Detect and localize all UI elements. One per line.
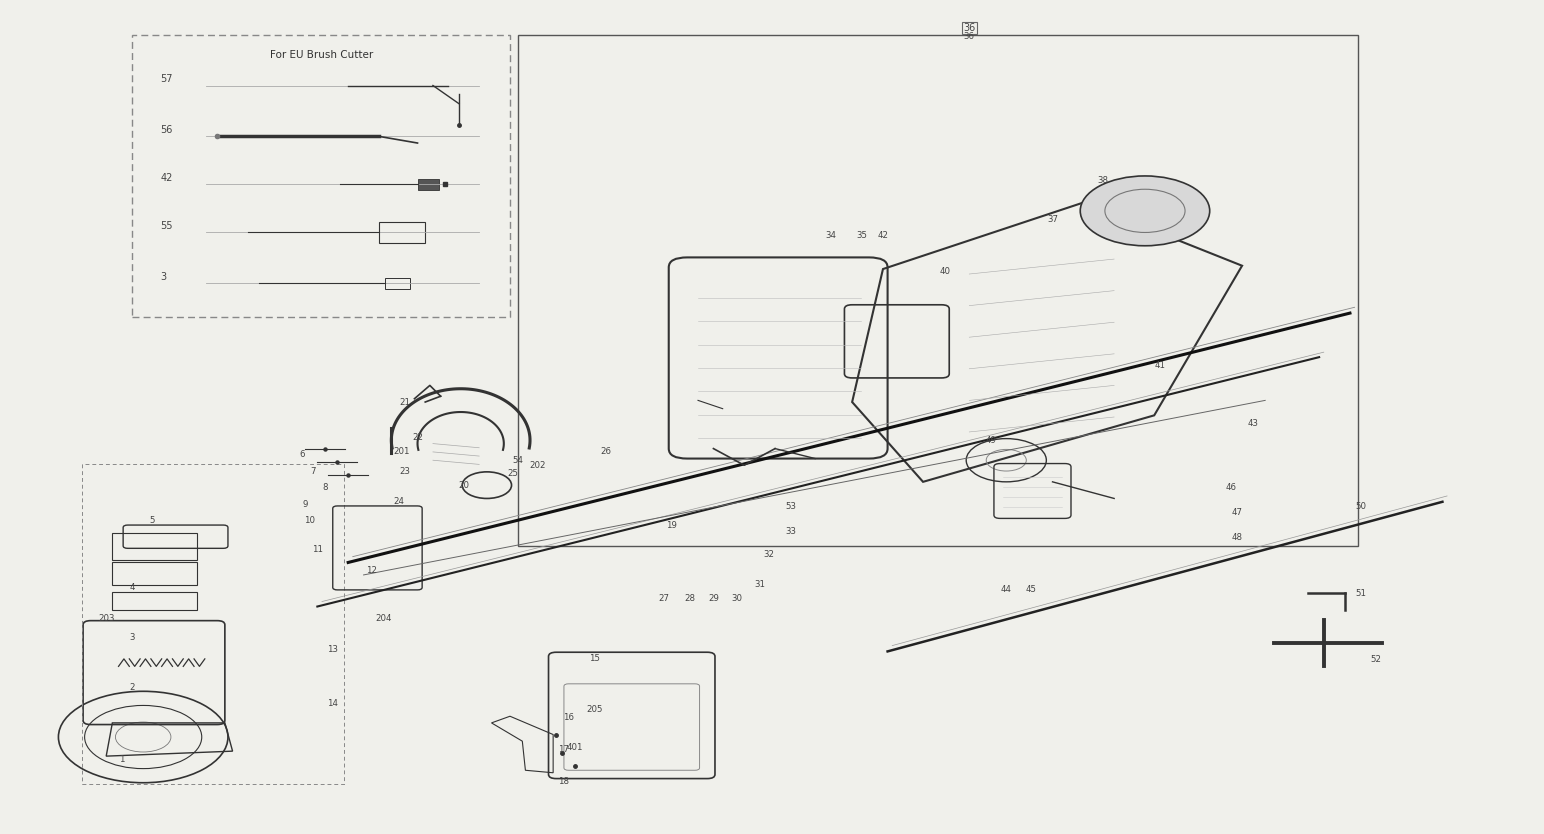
Text: 20: 20	[459, 480, 469, 490]
Text: 42: 42	[877, 231, 888, 240]
Text: 9: 9	[303, 500, 307, 509]
Text: 21: 21	[400, 398, 411, 406]
Text: 41: 41	[1155, 361, 1166, 370]
Bar	[113, 534, 198, 560]
Text: 43: 43	[1248, 420, 1258, 428]
Text: 56: 56	[161, 125, 173, 135]
Text: 36: 36	[963, 32, 974, 41]
Text: 6: 6	[300, 450, 304, 459]
Text: 57: 57	[161, 74, 173, 84]
Text: 50: 50	[1356, 502, 1366, 511]
Text: 45: 45	[1025, 585, 1036, 595]
Text: 2: 2	[130, 683, 136, 691]
Text: 202: 202	[530, 460, 547, 470]
Text: 5: 5	[150, 516, 156, 525]
Text: 36: 36	[963, 23, 976, 33]
Text: 53: 53	[784, 502, 797, 511]
Text: 38: 38	[1098, 176, 1109, 184]
Text: 17: 17	[559, 745, 570, 754]
Text: 7: 7	[310, 466, 315, 475]
Text: 19: 19	[667, 520, 678, 530]
Text: For EU Brush Cutter: For EU Brush Cutter	[270, 49, 372, 59]
Text: 401: 401	[567, 743, 584, 752]
Text: 31: 31	[753, 580, 766, 590]
Text: 49: 49	[985, 436, 996, 445]
Text: 25: 25	[508, 469, 519, 478]
Text: 8: 8	[323, 483, 327, 492]
Text: 37: 37	[1047, 214, 1058, 224]
Text: 30: 30	[730, 594, 743, 603]
Text: 35: 35	[855, 231, 866, 240]
Bar	[113, 591, 198, 610]
Text: 3: 3	[161, 272, 167, 282]
Text: 205: 205	[587, 705, 604, 714]
Text: 48: 48	[1232, 533, 1243, 542]
Bar	[82, 465, 344, 785]
Text: 55: 55	[161, 221, 173, 231]
Text: 16: 16	[564, 713, 574, 722]
Text: 201: 201	[394, 447, 411, 456]
Bar	[133, 35, 510, 317]
Text: 14: 14	[327, 699, 338, 708]
Text: 4: 4	[130, 583, 136, 592]
Text: 42: 42	[161, 173, 173, 183]
Text: 3: 3	[130, 633, 136, 642]
Text: 10: 10	[304, 516, 315, 525]
Bar	[517, 35, 1357, 545]
Text: 22: 22	[412, 434, 423, 442]
Text: 34: 34	[824, 231, 835, 240]
Text: 46: 46	[1226, 483, 1237, 492]
Text: 26: 26	[601, 447, 611, 456]
Text: 15: 15	[590, 654, 601, 662]
Bar	[417, 178, 438, 190]
Text: 40: 40	[939, 267, 950, 276]
Text: 203: 203	[97, 614, 114, 623]
Text: 23: 23	[400, 466, 411, 475]
Text: 12: 12	[366, 566, 377, 575]
Text: 44: 44	[1001, 585, 1011, 595]
Bar	[384, 278, 409, 289]
Circle shape	[1081, 176, 1209, 246]
Text: 18: 18	[559, 776, 570, 786]
Text: 47: 47	[1232, 508, 1243, 517]
Text: 13: 13	[327, 646, 338, 654]
Text: 29: 29	[709, 594, 720, 603]
Text: 28: 28	[686, 594, 696, 603]
Text: 24: 24	[394, 497, 405, 506]
Text: 33: 33	[784, 527, 797, 536]
Text: 27: 27	[659, 594, 670, 603]
Text: 1: 1	[119, 755, 125, 764]
Text: 54: 54	[513, 455, 523, 465]
Text: 51: 51	[1356, 589, 1366, 598]
Bar	[113, 561, 198, 585]
Text: 32: 32	[763, 550, 775, 559]
Text: 52: 52	[1371, 656, 1382, 664]
Text: 11: 11	[312, 545, 323, 555]
Text: 204: 204	[375, 614, 392, 623]
